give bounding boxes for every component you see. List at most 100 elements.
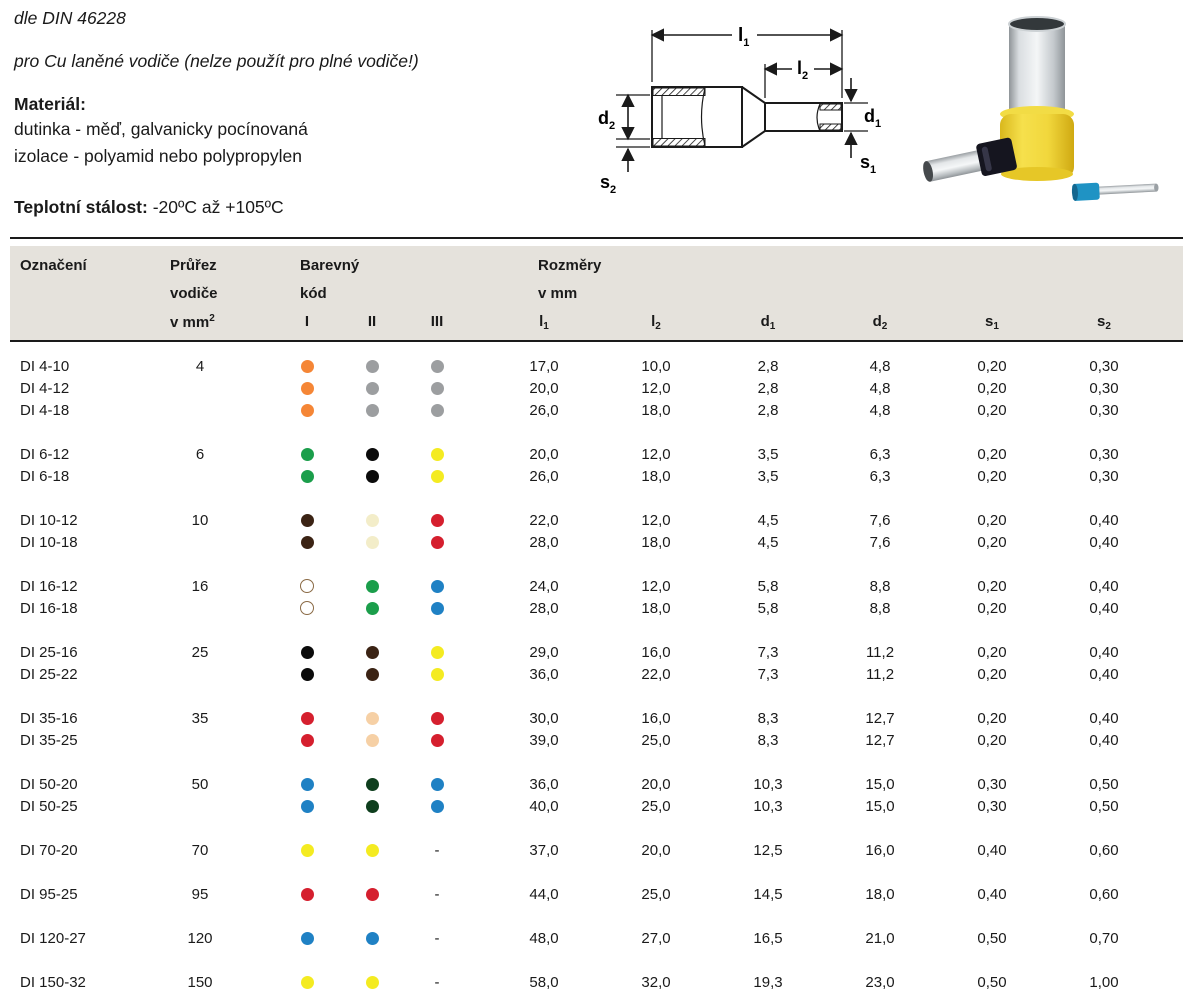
dim-value-s2: 0,60 bbox=[1089, 885, 1119, 903]
dim-label-s1: s1 bbox=[860, 152, 876, 176]
table-row: DI 4-12 20,0 12,0 2,8 4,8 0,20 0,30 bbox=[10, 377, 1183, 399]
table-group: DI 70-20 70 - 37,0 20,0 12,5 16,0 0,40 0… bbox=[10, 839, 1183, 861]
table-row: DI 16-18 28,0 18,0 5,8 8,8 0,20 0,40 bbox=[10, 597, 1183, 619]
dim-value-l2: 32,0 bbox=[641, 973, 671, 991]
dim-value-d2: 23,0 bbox=[865, 973, 895, 991]
dim-value-d2: 12,7 bbox=[865, 709, 895, 727]
color-dot-1 bbox=[277, 601, 337, 615]
row-cross-section: 120 bbox=[187, 929, 213, 947]
color-dot-3 bbox=[407, 403, 467, 417]
dim-value-s1: 0,20 bbox=[977, 731, 1007, 749]
dim-value-s1: 0,40 bbox=[977, 841, 1007, 859]
row-cross-section: 50 bbox=[191, 775, 209, 793]
dim-value-s2: 0,30 bbox=[1089, 379, 1119, 397]
dim-value-s1: 0,20 bbox=[977, 643, 1007, 661]
dim-value-l1: 22,0 bbox=[529, 511, 559, 529]
color-dot-3 bbox=[407, 381, 467, 395]
dim-value-d1: 7,3 bbox=[757, 665, 779, 683]
red-color-dot bbox=[365, 887, 379, 901]
dim-value-d1: 8,3 bbox=[757, 731, 779, 749]
dim-value-d2: 4,8 bbox=[869, 401, 891, 419]
color-dot-2 bbox=[342, 579, 402, 593]
row-designation: DI 4-12 bbox=[20, 379, 70, 397]
dim-value-s1: 0,30 bbox=[977, 797, 1007, 815]
header-dim-l2: l2 bbox=[651, 313, 661, 332]
yellow-color-dot bbox=[300, 975, 314, 989]
blue-color-dot bbox=[300, 931, 314, 945]
dim-value-l1: 39,0 bbox=[529, 731, 559, 749]
gray-color-dot bbox=[365, 359, 379, 373]
dim-value-d1: 14,5 bbox=[753, 885, 783, 903]
color-dot-1 bbox=[277, 711, 337, 725]
dim-label-s2: s2 bbox=[600, 172, 616, 196]
color-dot-2 bbox=[342, 667, 402, 681]
color-dot-3 bbox=[407, 777, 467, 791]
table-group: DI 25-16 25 29,0 16,0 7,3 11,2 0,20 0,40… bbox=[10, 641, 1183, 685]
header-dim-l1: l1 bbox=[539, 313, 549, 332]
row-designation: DI 150-32 bbox=[20, 973, 86, 991]
product-photo bbox=[900, 0, 1190, 235]
color-dot-2 bbox=[342, 535, 402, 549]
row-cross-section: 25 bbox=[191, 643, 209, 661]
gray-color-dot bbox=[365, 403, 379, 417]
dim-label-d1: d1 bbox=[864, 106, 881, 130]
blue-ferrule bbox=[1071, 182, 1159, 201]
dim-value-s2: 0,30 bbox=[1089, 401, 1119, 419]
table-group: DI 16-12 16 24,0 12,0 5,8 8,8 0,20 0,40 … bbox=[10, 575, 1183, 619]
row-designation: DI 4-18 bbox=[20, 401, 70, 419]
row-cross-section: 6 bbox=[195, 445, 205, 463]
row-cross-section: 10 bbox=[191, 511, 209, 529]
dim-value-d2: 7,6 bbox=[869, 511, 891, 529]
color-dot-3 bbox=[407, 535, 467, 549]
dim-value-d2: 6,3 bbox=[869, 467, 891, 485]
dim-value-l2: 16,0 bbox=[641, 643, 671, 661]
dim-value-l1: 44,0 bbox=[529, 885, 559, 903]
header-dim-s1: s1 bbox=[985, 313, 999, 332]
header-dim-s2: s2 bbox=[1097, 313, 1111, 332]
red-color-dot bbox=[430, 733, 444, 747]
gray-color-dot bbox=[365, 381, 379, 395]
dim-value-l2: 10,0 bbox=[641, 357, 671, 375]
color-dot-3 bbox=[407, 667, 467, 681]
blue-color-dot bbox=[300, 799, 314, 813]
ivory-color-dot bbox=[365, 513, 379, 527]
blue-color-dot bbox=[365, 931, 379, 945]
dim-value-l2: 27,0 bbox=[641, 929, 671, 947]
dim-value-s2: 0,70 bbox=[1089, 929, 1119, 947]
table-row: DI 16-12 16 24,0 12,0 5,8 8,8 0,20 0,40 bbox=[10, 575, 1183, 597]
dim-value-l1: 29,0 bbox=[529, 643, 559, 661]
table-group: DI 4-10 4 17,0 10,0 2,8 4,8 0,20 0,30 DI… bbox=[10, 355, 1183, 421]
ferrule-dimension-diagram: l1 l2 d2 s2 d1 s1 bbox=[592, 2, 922, 207]
color-dot-1 bbox=[277, 403, 337, 417]
temperature-value: -20ºC až +105ºC bbox=[147, 197, 284, 217]
dim-value-l1: 26,0 bbox=[529, 401, 559, 419]
table-row: DI 4-10 4 17,0 10,0 2,8 4,8 0,20 0,30 bbox=[10, 355, 1183, 377]
row-cross-section: 70 bbox=[191, 841, 209, 859]
table-header: Označení Průřez vodiče v mm2 Barevný kód… bbox=[10, 246, 1183, 340]
color-dot-1 bbox=[277, 667, 337, 681]
dim-value-d2: 15,0 bbox=[865, 775, 895, 793]
brown-color-dot bbox=[365, 667, 379, 681]
color-dot-2 bbox=[342, 447, 402, 461]
dim-value-d1: 16,5 bbox=[753, 929, 783, 947]
dim-value-l2: 25,0 bbox=[641, 731, 671, 749]
color-dot-2 bbox=[342, 601, 402, 615]
dim-value-d1: 3,5 bbox=[757, 445, 779, 463]
table-group: DI 150-32 150 - 58,0 32,0 19,3 23,0 0,50… bbox=[10, 971, 1183, 993]
gray-color-dot bbox=[430, 359, 444, 373]
yellow-color-dot bbox=[430, 469, 444, 483]
dim-value-l2: 22,0 bbox=[641, 665, 671, 683]
dim-value-s1: 0,20 bbox=[977, 511, 1007, 529]
row-designation: DI 70-20 bbox=[20, 841, 78, 859]
red-color-dot bbox=[430, 711, 444, 725]
color-dot-1 bbox=[277, 535, 337, 549]
dim-value-l2: 12,0 bbox=[641, 445, 671, 463]
row-designation: DI 16-12 bbox=[20, 577, 78, 595]
table-row: DI 6-18 26,0 18,0 3,5 6,3 0,20 0,30 bbox=[10, 465, 1183, 487]
dim-value-s1: 0,30 bbox=[977, 775, 1007, 793]
dim-value-l1: 30,0 bbox=[529, 709, 559, 727]
color-dot-1 bbox=[277, 359, 337, 373]
table-row: DI 70-20 70 - 37,0 20,0 12,5 16,0 0,40 0… bbox=[10, 839, 1183, 861]
blue-color-dot bbox=[430, 601, 444, 615]
dim-value-s2: 0,50 bbox=[1089, 775, 1119, 793]
